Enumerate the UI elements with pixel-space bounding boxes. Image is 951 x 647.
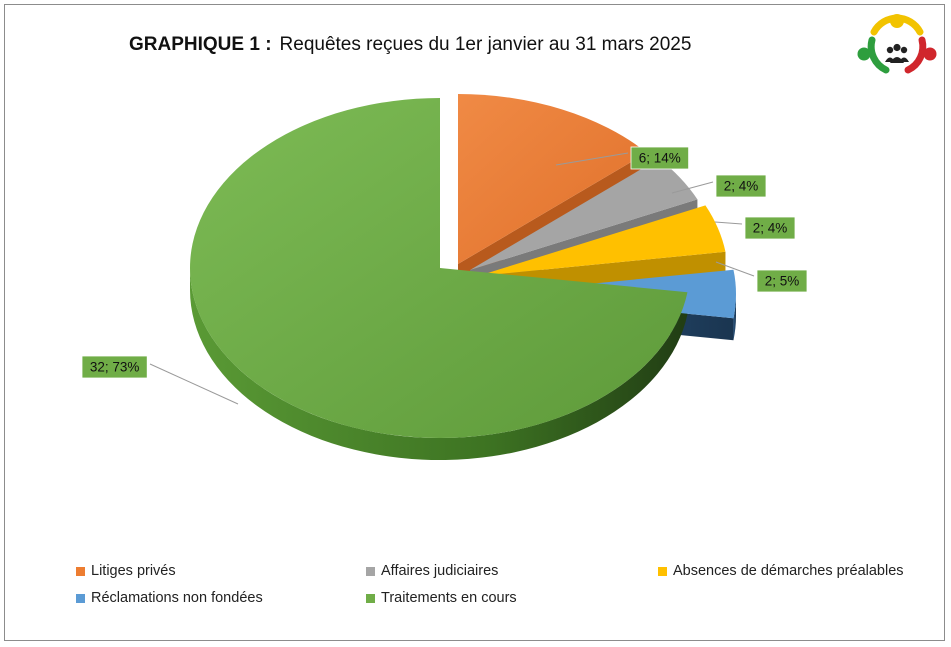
legend-swatch bbox=[76, 566, 85, 576]
chart-title: GRAPHIQUE 1 : Requêtes reçues du 1er janv… bbox=[129, 34, 691, 56]
legend-item: Affaires judiciaires bbox=[366, 563, 498, 579]
leader-line bbox=[714, 221, 743, 225]
legend-item: Absences de démarches préalables bbox=[658, 563, 904, 579]
legend-item: Réclamations non fondées bbox=[76, 590, 263, 606]
data-label: 6; 14% bbox=[639, 151, 681, 166]
leader-line bbox=[715, 261, 755, 277]
pie-slice bbox=[478, 205, 726, 276]
data-label: 2; 4% bbox=[724, 179, 759, 194]
data-label-box bbox=[744, 216, 796, 240]
legend-swatch bbox=[658, 566, 667, 576]
legend-item: Litiges privés bbox=[76, 563, 176, 579]
pie-slice bbox=[470, 158, 698, 270]
leader-line bbox=[671, 181, 714, 194]
data-label: 2; 4% bbox=[753, 221, 788, 236]
legend-swatch bbox=[366, 566, 375, 576]
data-label-box bbox=[81, 355, 148, 379]
leader-line bbox=[555, 152, 629, 166]
pie-slice bbox=[190, 98, 688, 439]
legend-label: Absences de démarches préalables bbox=[673, 563, 904, 579]
data-label: 32; 73% bbox=[90, 360, 140, 375]
legend-swatch bbox=[366, 593, 375, 603]
pie-slice-side bbox=[733, 294, 736, 341]
legend-label: Réclamations non fondées bbox=[91, 590, 263, 606]
legend-label: Litiges privés bbox=[91, 563, 176, 579]
chart-title-prefix: GRAPHIQUE 1 : bbox=[129, 34, 272, 55]
data-label-box bbox=[715, 174, 767, 198]
data-label-box bbox=[756, 269, 808, 293]
legend-label: Affaires judiciaires bbox=[381, 563, 499, 579]
data-label-box bbox=[630, 146, 689, 170]
organization-logo-icon bbox=[857, 14, 937, 74]
legend-swatch bbox=[76, 593, 85, 603]
legend-label: Traitements en cours bbox=[381, 590, 517, 606]
chart-title-text: Requêtes reçues du 1er janvier au 31 mar… bbox=[279, 34, 692, 55]
pie-slice bbox=[458, 94, 647, 264]
data-label: 2; 5% bbox=[765, 274, 800, 289]
leader-line bbox=[149, 363, 239, 405]
legend-item: Traitements en cours bbox=[366, 590, 517, 606]
